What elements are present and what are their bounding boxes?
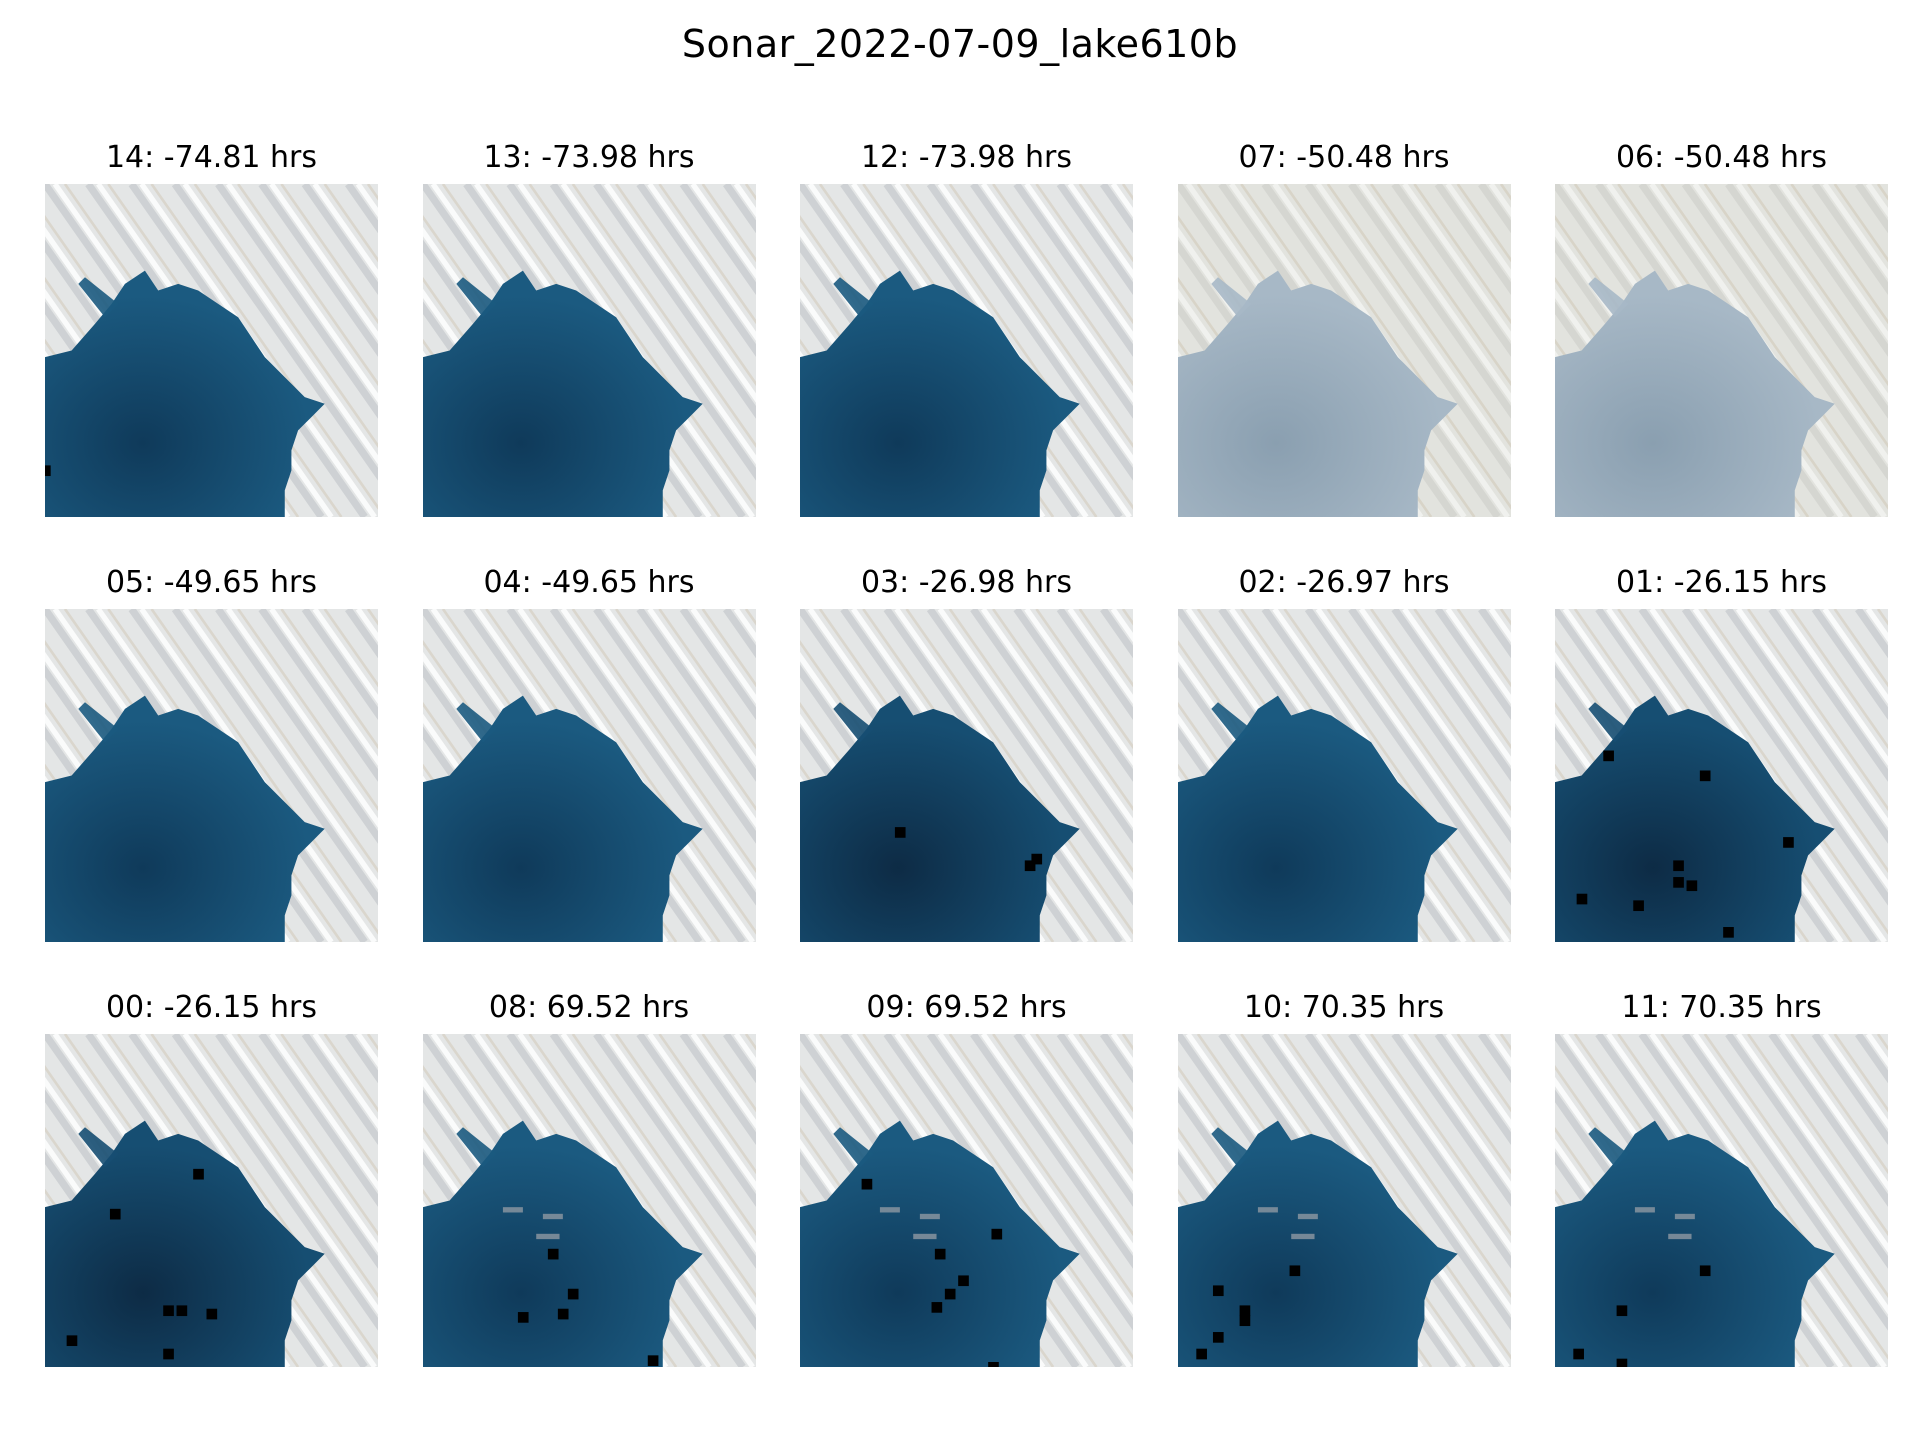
lake-image bbox=[1177, 609, 1511, 942]
lake-image bbox=[422, 184, 756, 517]
panel-title: 02: -26.97 hrs bbox=[1238, 565, 1450, 600]
lake-image bbox=[422, 1034, 756, 1367]
lake-image bbox=[1177, 1034, 1511, 1367]
lake-image bbox=[1555, 609, 1888, 942]
panel-title: 00: -26.15 hrs bbox=[105, 990, 318, 1025]
panel-title: 10: 70.35 hrs bbox=[1243, 990, 1445, 1025]
panel-title: 04: -49.65 hrs bbox=[483, 565, 695, 600]
panel-title: 05: -49.65 hrs bbox=[105, 565, 318, 600]
panel-title: 13: -73.98 hrs bbox=[483, 140, 695, 175]
panel-title: 01: -26.15 hrs bbox=[1615, 565, 1828, 600]
lake-image bbox=[45, 184, 378, 517]
panel-title: 03: -26.98 hrs bbox=[860, 565, 1073, 600]
lake-image bbox=[45, 1034, 378, 1367]
panel-title: 12: -73.98 hrs bbox=[860, 140, 1073, 175]
panel-title: 07: -50.48 hrs bbox=[1238, 140, 1450, 175]
lake-image bbox=[45, 609, 378, 942]
panel-title: 06: -50.48 hrs bbox=[1615, 140, 1828, 175]
lake-image bbox=[1555, 184, 1888, 517]
lake-image bbox=[422, 609, 756, 942]
lake-image bbox=[800, 184, 1133, 517]
lake-image bbox=[1555, 1034, 1888, 1367]
lake-image bbox=[800, 1034, 1133, 1367]
panel-title: 14: -74.81 hrs bbox=[105, 140, 318, 175]
panel-title: 09: 69.52 hrs bbox=[866, 990, 1067, 1025]
lake-image bbox=[800, 609, 1133, 942]
panel-title: 08: 69.52 hrs bbox=[488, 990, 690, 1025]
figure-title: Sonar_2022-07-09_lake610b bbox=[681, 22, 1239, 66]
lake-image bbox=[1177, 184, 1511, 517]
panel-title: 11: 70.35 hrs bbox=[1621, 990, 1822, 1025]
